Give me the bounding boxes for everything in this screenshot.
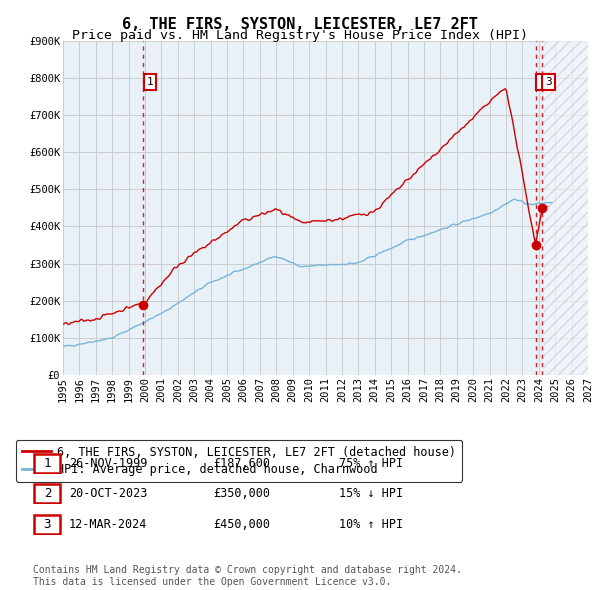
- Text: 6, THE FIRS, SYSTON, LEICESTER, LE7 2FT: 6, THE FIRS, SYSTON, LEICESTER, LE7 2FT: [122, 17, 478, 31]
- Text: 2: 2: [44, 487, 51, 500]
- Text: 1: 1: [146, 77, 154, 87]
- Text: Price paid vs. HM Land Registry's House Price Index (HPI): Price paid vs. HM Land Registry's House …: [72, 30, 528, 42]
- Text: £350,000: £350,000: [213, 487, 270, 500]
- Text: 10% ↑ HPI: 10% ↑ HPI: [339, 518, 403, 531]
- Text: £450,000: £450,000: [213, 518, 270, 531]
- Text: Contains HM Land Registry data © Crown copyright and database right 2024.
This d: Contains HM Land Registry data © Crown c…: [33, 565, 462, 587]
- Bar: [544, 41, 588, 375]
- Text: 26-NOV-1999: 26-NOV-1999: [69, 457, 148, 470]
- Text: 2: 2: [539, 77, 545, 87]
- Bar: [544, 41, 588, 375]
- Text: 3: 3: [44, 518, 51, 531]
- Text: £187,600: £187,600: [213, 457, 270, 470]
- Text: 75% ↑ HPI: 75% ↑ HPI: [339, 457, 403, 470]
- Text: 15% ↓ HPI: 15% ↓ HPI: [339, 487, 403, 500]
- Text: 1: 1: [44, 457, 51, 470]
- Text: 20-OCT-2023: 20-OCT-2023: [69, 487, 148, 500]
- FancyBboxPatch shape: [34, 484, 61, 503]
- Bar: [544, 41, 588, 375]
- Text: 12-MAR-2024: 12-MAR-2024: [69, 518, 148, 531]
- FancyBboxPatch shape: [34, 454, 61, 473]
- FancyBboxPatch shape: [34, 515, 61, 534]
- Text: 3: 3: [545, 77, 552, 87]
- Legend: 6, THE FIRS, SYSTON, LEICESTER, LE7 2FT (detached house), HPI: Average price, de: 6, THE FIRS, SYSTON, LEICESTER, LE7 2FT …: [16, 440, 462, 481]
